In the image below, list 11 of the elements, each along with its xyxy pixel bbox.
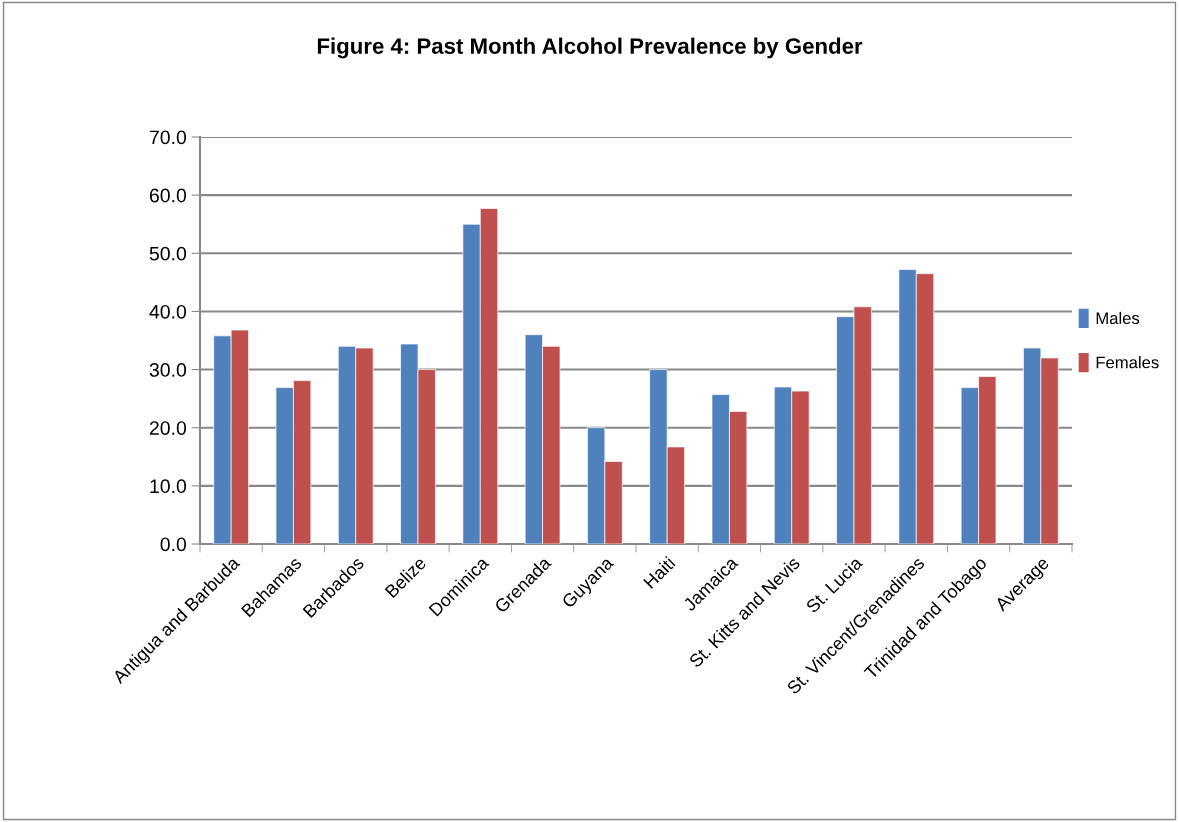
legend-label: Males: [1096, 311, 1140, 325]
y-tick-label: 0.0: [160, 537, 187, 552]
y-tick-label: 40.0: [149, 304, 187, 319]
y-tick-label: 70.0: [149, 130, 187, 145]
y-tick-label: 20.0: [149, 421, 187, 435]
y-tick-label: 50.0: [149, 246, 187, 261]
y-tick-label: 60.0: [149, 188, 187, 203]
legend-label: Females: [1096, 356, 1159, 369]
y-tick-label: 30.0: [149, 363, 187, 377]
y-tick-label: 10.0: [150, 479, 187, 494]
chart-title: Figure 4: Past Month Alcohol Prevalence by Gender: [317, 37, 863, 59]
